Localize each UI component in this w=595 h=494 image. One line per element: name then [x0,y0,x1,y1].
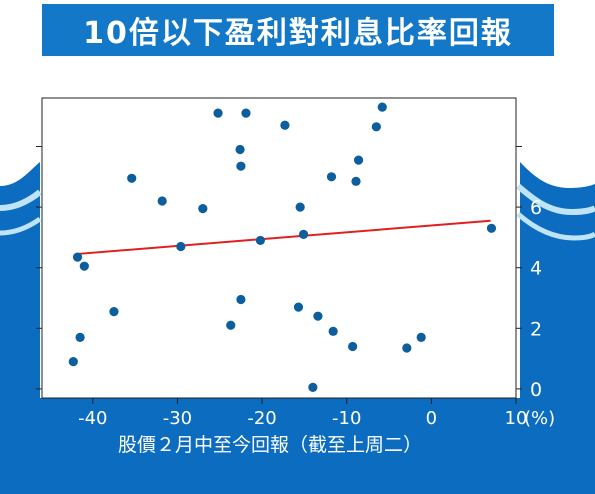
x-tick-label: -20 [247,408,276,429]
trendline-layer [75,219,491,256]
y-tick-label: 6 [530,197,542,219]
data-point [255,235,265,246]
y-tick-label: 0 [530,379,542,401]
data-point [416,332,426,342]
points-layer [68,102,497,392]
x-tick-label: 0 [426,408,437,429]
data-point [235,144,245,155]
data-point [402,343,412,353]
data-point [328,326,338,336]
data-point [236,161,246,171]
data-point [351,176,361,186]
y-tick-label: 8 [530,136,542,158]
trend-line [75,219,491,256]
data-point [280,120,290,130]
data-point [213,108,223,118]
data-point [348,341,358,352]
wave-light-stripe [0,183,595,216]
x-axis-label: 股價２月中至今回報（截至上周二） [117,434,422,456]
x-axis: -40 -30 -20 -10 0 10(%) [78,398,555,429]
data-point [109,307,119,317]
x-tick-label: -40 [78,408,107,429]
y-tick-label: 2 [530,318,542,340]
data-point [377,102,387,112]
wave-light-stripe-2 [0,212,595,241]
data-point [72,252,83,262]
data-point [371,122,381,132]
data-point [298,229,309,239]
data-point [198,204,208,214]
x-tick-label: -10 [332,408,361,429]
data-point [226,320,236,330]
data-point [293,302,304,312]
data-point [127,173,137,183]
x-tick-label: -30 [163,408,192,429]
data-point [79,261,89,271]
data-point [326,172,337,182]
x-unit-label: (%) [524,408,555,429]
data-point [68,357,78,367]
data-point [157,196,167,206]
data-point [241,108,251,118]
title-banner: 10倍以下盈利對利息比率回報 [42,4,554,56]
data-point [308,382,318,392]
data-point [236,294,246,305]
chart-title: 10倍以下盈利對利息比率回報 [83,16,513,51]
data-point [176,241,186,252]
bottom-band [0,398,595,494]
x-tick-label: 10 [505,408,528,429]
y-tick-label: 4 [530,258,542,280]
plot-area [41,97,517,399]
data-point [353,155,364,165]
data-point [486,223,497,233]
y-axis: 0 2 4 6 8 [36,136,542,401]
data-point [295,202,305,212]
data-point [75,332,85,342]
data-point [313,311,323,321]
